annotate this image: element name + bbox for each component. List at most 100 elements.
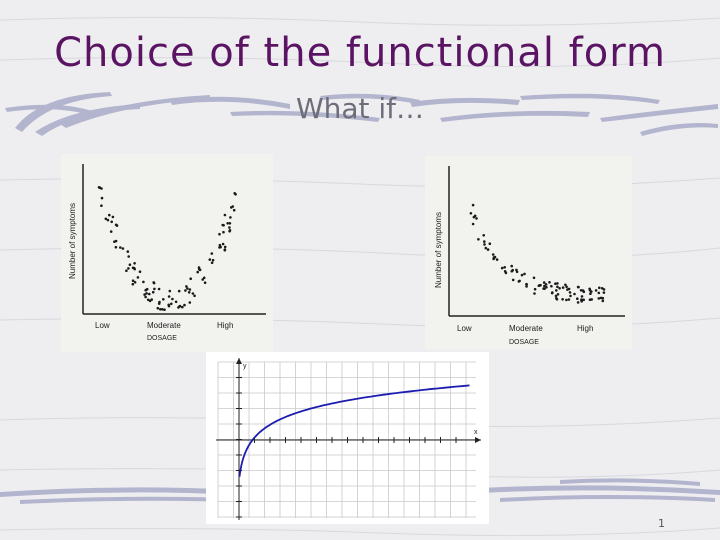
scatter-dot [594,289,598,292]
scatter-dot [573,292,576,296]
scatter-dot [152,281,156,285]
scatter-dot [226,222,229,225]
scatter-dot [167,295,171,298]
scatter-dot [488,242,492,245]
scatter-dot [229,216,232,219]
scatter-dot [231,205,235,208]
scatter-dot [108,213,111,217]
scatter-dot [520,273,524,277]
scatter-dot [597,291,601,295]
scatter-dot [162,298,165,301]
scatter-dot [504,271,508,275]
scatter-dot [98,186,102,189]
scatter-dot [145,287,149,291]
bottom-stripe [0,478,720,504]
scatter-dot [133,262,136,265]
scatter-dot [602,288,606,291]
scatter-points [97,186,237,311]
scatter-dot [223,213,227,217]
x-tick-low: Low [457,324,472,333]
scatter-dot [561,298,564,301]
scatter-dot [188,301,192,304]
scatter-dot [131,282,135,286]
scatter-dot [183,303,186,307]
scatter-dot [168,289,172,293]
scatter-dot [555,298,559,301]
scatter-dot [228,229,232,232]
scatter-dot [554,282,557,285]
scatter-dot [577,285,580,289]
scatter-dot [484,246,488,250]
scatter-dot [150,298,153,301]
log-curve-svg: y x [216,358,481,520]
scatter-dot [580,300,583,303]
scatter-dot [602,291,606,294]
axis-ticks [236,377,457,518]
scatter-dot [121,247,125,250]
scatter-dot [232,208,236,212]
scatter-dot [510,264,513,268]
scatter-dot [233,192,236,195]
scatter-dot [554,294,558,298]
x-tick-high: High [577,324,593,333]
scatter-dot [170,302,173,306]
u-shape-scatter-plot: Number of symptoms Low Moderate High DOS… [61,154,273,352]
scatter-dot [131,279,135,282]
scatter-dot [203,281,207,284]
scatter-dot [202,276,206,280]
scatter-dot [157,302,161,305]
scatter-dot [588,298,592,301]
x-axis-label: DOSAGE [147,335,177,342]
scatter-dot [555,289,558,292]
scatter-dot [142,280,145,284]
scatter-dot [208,258,212,261]
scatter-dot [576,301,580,304]
scatter-dot [556,285,559,289]
scatter-dot [567,298,571,301]
scatter-dot [100,196,104,200]
scatter-dot [221,223,224,227]
scatter-dot [127,255,130,258]
scatter-dot [477,238,480,241]
x-tick-moderate: Moderate [147,321,181,330]
top-stripe [5,92,718,136]
scatter-dot [495,258,499,261]
scatter-dot [561,286,565,289]
x-axis-arrow [475,437,481,443]
scatter-dot [181,305,184,309]
scatter-dot [151,290,155,294]
scatter-dot [153,287,156,291]
scatter-dot [543,287,546,290]
u-shape-scatter-svg: Number of symptoms Low Moderate High DOS… [68,164,266,342]
scatter-dot [533,287,537,291]
scatter-dot [127,267,130,270]
scatter-dot [178,304,182,308]
scatter-dot [100,204,103,207]
log-curve [238,384,470,477]
scatter-dot [114,223,118,227]
scatter-dot [193,294,196,298]
scatter-dot [598,286,601,290]
decay-scatter-plot: Number of symptoms Low Moderate High DOS… [425,156,632,349]
scatter-dot [119,246,122,249]
scatter-dot [475,217,478,220]
scatter-dot [167,303,170,307]
scatter-dot [218,232,221,236]
scatter-dot [106,218,110,222]
scatter-dot [131,266,135,270]
scatter-dot [569,294,572,298]
scatter-dot [211,258,215,262]
scatter-dot [500,266,504,270]
scatter-dot [228,226,231,229]
scatter-dot [210,252,214,255]
scatter-dot [191,292,195,295]
scatter-dot [518,279,521,283]
scatter-dot [556,282,559,285]
scatter-dot [104,217,108,221]
scatter-dot [567,287,571,291]
scatter-dot [177,289,181,293]
scatter-dot [525,285,528,288]
scatter-dot [503,266,506,269]
scatter-dot [493,255,497,259]
